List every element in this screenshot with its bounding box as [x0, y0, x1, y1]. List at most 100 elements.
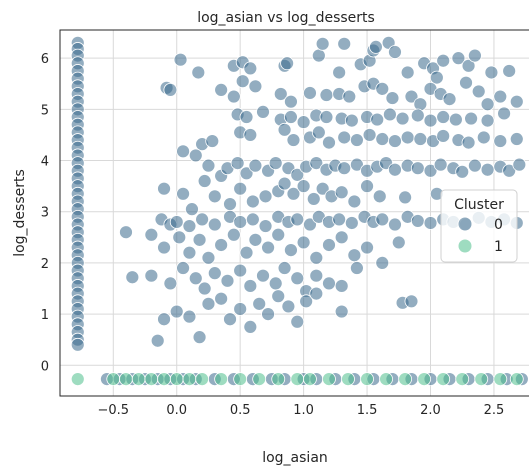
data-point-cluster-0	[268, 276, 283, 291]
data-point-cluster-0	[290, 167, 305, 182]
data-point-cluster-0	[502, 163, 517, 178]
data-point-cluster-0	[176, 144, 190, 159]
data-point-cluster-0	[391, 235, 406, 250]
data-point-cluster-0	[423, 216, 438, 230]
data-point-cluster-0	[350, 133, 364, 147]
data-point-cluster-0	[309, 286, 324, 301]
data-point-cluster-0	[195, 212, 210, 227]
data-point-cluster-0	[245, 194, 260, 209]
data-point-cluster-0	[476, 130, 491, 145]
data-point-cluster-0	[322, 135, 336, 150]
data-point-cluster-0	[258, 189, 273, 204]
data-point-cluster-0	[303, 86, 317, 100]
data-point-cluster-0	[243, 319, 258, 334]
data-point-cluster-0	[334, 185, 349, 200]
data-point-cluster-0	[334, 230, 349, 245]
data-point-cluster-0	[509, 132, 524, 146]
data-point-cluster-1	[131, 372, 146, 387]
x-axis-label: log_asian	[262, 450, 328, 466]
data-point-cluster-0	[172, 230, 187, 245]
data-point-cluster-0	[480, 162, 495, 177]
data-point-cluster-1	[493, 372, 508, 387]
data-point-cluster-0	[337, 161, 352, 176]
data-point-cluster-0	[70, 337, 85, 352]
y-tick-label: 3	[41, 206, 49, 221]
data-point-cluster-0	[344, 113, 359, 128]
legend-marker-0	[457, 216, 473, 232]
data-point-cluster-0	[214, 238, 229, 252]
data-point-cluster-0	[509, 94, 524, 109]
data-point-cluster-0	[315, 181, 330, 196]
data-point-cluster-0	[451, 51, 466, 66]
data-point-cluster-0	[261, 240, 275, 255]
y-tick-label: 0	[41, 359, 49, 374]
data-point-cluster-0	[398, 190, 413, 205]
data-point-cluster-0	[362, 128, 377, 142]
data-point-cluster-0	[248, 232, 263, 247]
data-point-cluster-0	[150, 333, 165, 348]
data-point-cluster-0	[173, 52, 188, 67]
y-tick-label: 6	[41, 52, 49, 67]
data-point-cluster-1	[271, 372, 286, 387]
legend-label-1: 1	[494, 239, 503, 255]
data-point-cluster-0	[207, 189, 222, 204]
data-point-cluster-0	[243, 128, 258, 142]
tick-labels: −0.5 0.0 0.5 1.0 1.5 2.0 2.5 0 1 2 3 4 5 6	[41, 52, 505, 418]
x-tick-label: 1.5	[357, 403, 378, 418]
data-point-cluster-0	[191, 65, 206, 80]
data-point-cluster-0	[388, 162, 402, 177]
data-point-cluster-0	[315, 36, 330, 51]
data-point-cluster-0	[223, 312, 237, 327]
data-point-cluster-0	[385, 91, 400, 105]
data-point-cluster-0	[157, 240, 171, 255]
data-point-cluster-0	[188, 148, 203, 163]
data-point-cluster-0	[256, 105, 270, 119]
data-point-cluster-0	[273, 87, 288, 101]
data-point-cluster-1	[509, 372, 524, 387]
data-point-cluster-0	[311, 125, 326, 140]
data-point-cluster-0	[248, 158, 263, 173]
data-point-cluster-1	[290, 372, 305, 387]
data-point-cluster-1	[182, 372, 197, 387]
data-point-cluster-0	[493, 89, 508, 104]
data-point-cluster-0	[226, 89, 241, 104]
data-point-cluster-0	[404, 89, 419, 104]
data-point-cluster-0	[299, 294, 314, 309]
data-point-cluster-0	[309, 250, 324, 265]
data-point-cluster-0	[197, 281, 212, 296]
data-point-cluster-0	[197, 174, 212, 188]
data-point-cluster-0	[119, 225, 133, 240]
data-point-cluster-0	[360, 179, 374, 194]
data-point-cluster-0	[337, 130, 352, 145]
data-point-cluster-0	[286, 186, 301, 201]
data-point-cluster-0	[375, 256, 390, 270]
data-point-cluster-1	[214, 372, 229, 387]
x-tick-label: 1.0	[293, 403, 314, 418]
data-point-cluster-0	[226, 227, 241, 242]
data-point-cluster-0	[296, 115, 311, 130]
data-point-cluster-1	[322, 372, 336, 387]
data-point-cluster-0	[369, 39, 383, 54]
data-point-cluster-0	[410, 214, 425, 228]
data-point-cluster-0	[350, 261, 364, 275]
data-point-cluster-0	[322, 276, 336, 291]
data-point-cluster-1	[360, 372, 374, 387]
data-point-cluster-0	[176, 186, 190, 201]
data-point-cluster-0	[239, 110, 254, 124]
data-point-cluster-0	[261, 307, 275, 321]
data-point-cluster-0	[284, 243, 298, 258]
plot-frame	[59, 29, 529, 397]
data-point-cluster-0	[413, 97, 428, 112]
data-point-cluster-0	[290, 212, 305, 227]
data-point-cluster-1	[455, 372, 470, 387]
data-point-cluster-0	[169, 304, 184, 319]
data-point-cluster-0	[480, 97, 495, 112]
data-point-cluster-0	[157, 312, 171, 327]
data-point-cluster-0	[436, 129, 451, 143]
data-point-cluster-0	[223, 197, 237, 211]
data-point-cluster-0	[192, 232, 207, 247]
data-point-cluster-1	[474, 372, 489, 387]
data-point-cluster-0	[388, 45, 402, 59]
